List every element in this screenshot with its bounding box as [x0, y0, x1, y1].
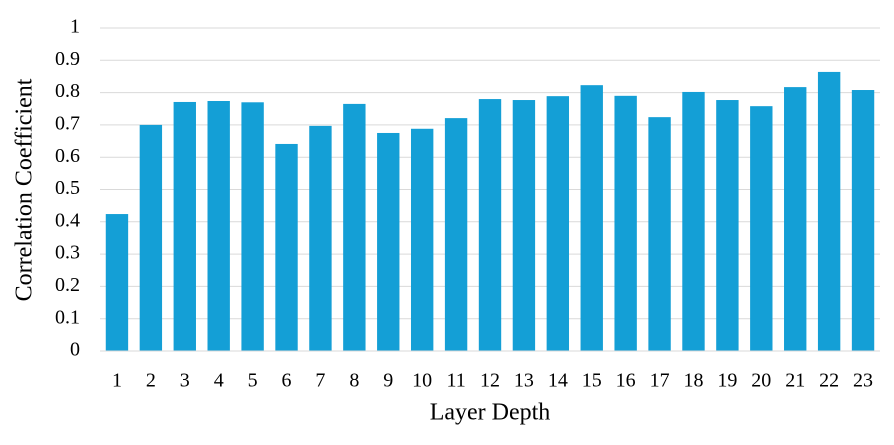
bar	[512, 100, 536, 352]
y-tick-label: 0.6	[55, 145, 80, 167]
x-tick-label: 22	[819, 370, 839, 392]
x-tick-label: 18	[683, 370, 703, 392]
y-tick-label: 0.5	[55, 177, 80, 199]
bar	[784, 87, 807, 351]
x-tick-label: 21	[785, 370, 805, 392]
bar	[648, 117, 671, 351]
x-tick-label: 2	[146, 370, 156, 392]
x-tick-label: 10	[412, 370, 432, 392]
bar	[207, 100, 230, 351]
bar	[173, 101, 196, 351]
y-tick-label: 0.9	[55, 48, 80, 70]
y-axis-title: Correlation Coefficient	[12, 78, 38, 301]
x-tick-label: 9	[383, 370, 393, 392]
bar	[716, 100, 739, 352]
x-tick-label: 3	[180, 370, 190, 392]
bar	[444, 118, 468, 351]
bar	[817, 71, 841, 351]
bar	[546, 96, 570, 351]
bar	[410, 128, 434, 351]
x-tick-label: 6	[282, 370, 292, 392]
x-tick-label: 1	[112, 370, 122, 392]
bar	[478, 99, 502, 351]
bar	[309, 125, 332, 351]
y-tick-label: 0.2	[55, 274, 80, 296]
bar	[343, 103, 366, 351]
x-tick-label: 11	[446, 370, 465, 392]
x-tick-label: 12	[480, 370, 500, 392]
y-tick-label: 0	[70, 339, 80, 361]
x-tick-label: 17	[650, 370, 670, 392]
bar	[377, 132, 400, 351]
y-tick-label: 1	[70, 16, 80, 38]
x-tick-label: 5	[248, 370, 258, 392]
x-tick-label: 15	[582, 370, 602, 392]
bar	[750, 106, 773, 351]
y-tick-label: 0.8	[55, 80, 80, 102]
bar	[682, 91, 705, 351]
bar	[275, 143, 298, 351]
y-tick-label: 0.3	[55, 242, 80, 264]
bar	[105, 214, 129, 351]
x-tick-label: 14	[548, 370, 568, 392]
x-tick-label: 16	[616, 370, 636, 392]
x-tick-label: 23	[853, 370, 873, 392]
x-tick-label: 7	[315, 370, 325, 392]
x-tick-label: 20	[751, 370, 771, 392]
x-tick-label: 4	[214, 370, 224, 392]
bar	[614, 95, 637, 351]
bar	[851, 90, 875, 352]
bar	[580, 85, 603, 352]
bar	[241, 102, 264, 351]
x-tick-label: 19	[717, 370, 737, 392]
x-tick-label: 13	[514, 370, 534, 392]
x-axis-title: Layer Depth	[430, 400, 551, 426]
y-tick-label: 0.4	[55, 209, 80, 231]
x-tick-label: 8	[349, 370, 359, 392]
y-tick-label: 0.7	[55, 112, 80, 134]
y-tick-label: 0.1	[55, 306, 80, 328]
bar	[139, 124, 163, 352]
